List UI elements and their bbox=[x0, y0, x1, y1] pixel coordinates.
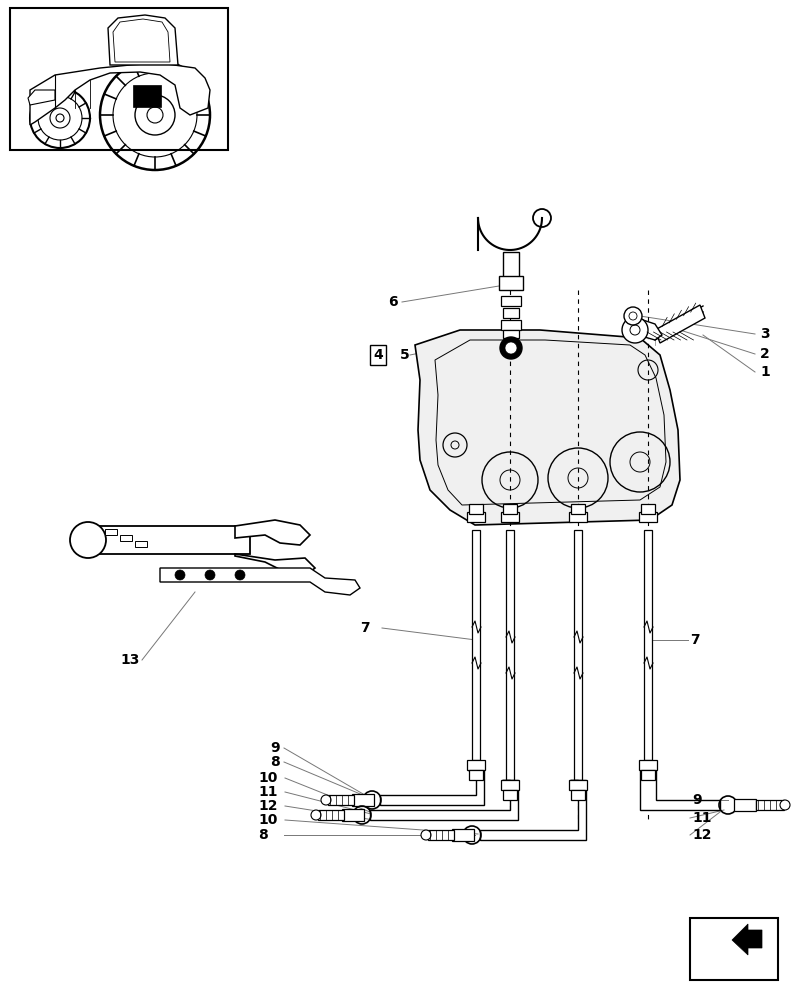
Bar bbox=[499, 276, 523, 290]
Circle shape bbox=[505, 342, 517, 354]
Text: 13: 13 bbox=[120, 653, 139, 667]
Text: 12: 12 bbox=[692, 828, 712, 842]
Bar bbox=[469, 770, 483, 780]
Bar bbox=[690, 918, 778, 980]
Text: 12: 12 bbox=[258, 799, 277, 813]
Bar bbox=[120, 535, 132, 541]
Circle shape bbox=[311, 810, 321, 820]
Polygon shape bbox=[160, 568, 360, 595]
Bar bbox=[501, 296, 521, 306]
Circle shape bbox=[624, 307, 642, 325]
Text: 11: 11 bbox=[692, 811, 712, 825]
Bar bbox=[641, 504, 655, 514]
Text: 7: 7 bbox=[690, 633, 700, 647]
Bar bbox=[105, 529, 117, 535]
Circle shape bbox=[70, 522, 106, 558]
Polygon shape bbox=[108, 15, 178, 65]
Bar bbox=[428, 830, 454, 840]
Bar bbox=[318, 810, 344, 820]
Bar bbox=[467, 512, 485, 522]
Bar bbox=[80, 526, 250, 554]
Bar bbox=[469, 504, 483, 514]
Circle shape bbox=[421, 830, 431, 840]
Bar bbox=[503, 330, 519, 338]
Circle shape bbox=[622, 317, 648, 343]
Bar bbox=[734, 799, 756, 811]
Text: 4: 4 bbox=[373, 348, 383, 362]
Circle shape bbox=[175, 570, 185, 580]
Bar bbox=[10, 8, 228, 150]
Circle shape bbox=[235, 570, 245, 580]
Text: 9: 9 bbox=[692, 793, 701, 807]
Polygon shape bbox=[235, 554, 315, 576]
Bar bbox=[639, 512, 657, 522]
Bar bbox=[472, 530, 480, 760]
Bar bbox=[503, 308, 519, 318]
Text: 7: 7 bbox=[360, 621, 369, 635]
Bar bbox=[501, 512, 519, 522]
Bar bbox=[574, 530, 582, 780]
Text: 11: 11 bbox=[258, 785, 277, 799]
Text: 1: 1 bbox=[760, 365, 770, 379]
Polygon shape bbox=[638, 320, 662, 340]
Bar bbox=[342, 809, 364, 821]
Bar bbox=[571, 504, 585, 514]
Polygon shape bbox=[655, 305, 705, 343]
Bar bbox=[328, 795, 354, 805]
Bar bbox=[467, 760, 485, 770]
Bar bbox=[756, 800, 784, 810]
Bar bbox=[503, 790, 517, 800]
Text: 2: 2 bbox=[760, 347, 770, 361]
Circle shape bbox=[780, 800, 790, 810]
Polygon shape bbox=[380, 770, 484, 805]
Text: 6: 6 bbox=[388, 295, 398, 309]
Text: 3: 3 bbox=[760, 327, 770, 341]
Bar bbox=[571, 790, 585, 800]
Circle shape bbox=[205, 570, 215, 580]
Bar bbox=[501, 320, 521, 330]
Bar bbox=[503, 504, 517, 514]
Bar bbox=[569, 512, 587, 522]
Polygon shape bbox=[415, 330, 680, 525]
Polygon shape bbox=[30, 63, 210, 125]
Bar bbox=[135, 541, 147, 547]
Bar bbox=[501, 780, 519, 790]
Text: 10: 10 bbox=[258, 771, 277, 785]
Circle shape bbox=[500, 337, 522, 359]
Polygon shape bbox=[640, 762, 720, 810]
Bar bbox=[503, 252, 519, 280]
Text: 8: 8 bbox=[258, 828, 267, 842]
Polygon shape bbox=[370, 780, 518, 820]
Bar bbox=[506, 530, 514, 780]
Bar bbox=[639, 760, 657, 770]
Bar bbox=[352, 794, 374, 806]
Text: 9: 9 bbox=[270, 741, 280, 755]
Text: 8: 8 bbox=[270, 755, 280, 769]
Text: 5: 5 bbox=[400, 348, 410, 362]
Bar bbox=[641, 770, 655, 780]
Circle shape bbox=[321, 795, 331, 805]
Text: 10: 10 bbox=[258, 813, 277, 827]
Bar bbox=[133, 85, 161, 107]
Polygon shape bbox=[732, 924, 762, 955]
Bar bbox=[644, 530, 652, 760]
Polygon shape bbox=[480, 780, 586, 840]
Bar bbox=[569, 780, 587, 790]
Polygon shape bbox=[28, 90, 55, 105]
Polygon shape bbox=[235, 520, 310, 545]
Bar bbox=[452, 829, 474, 841]
